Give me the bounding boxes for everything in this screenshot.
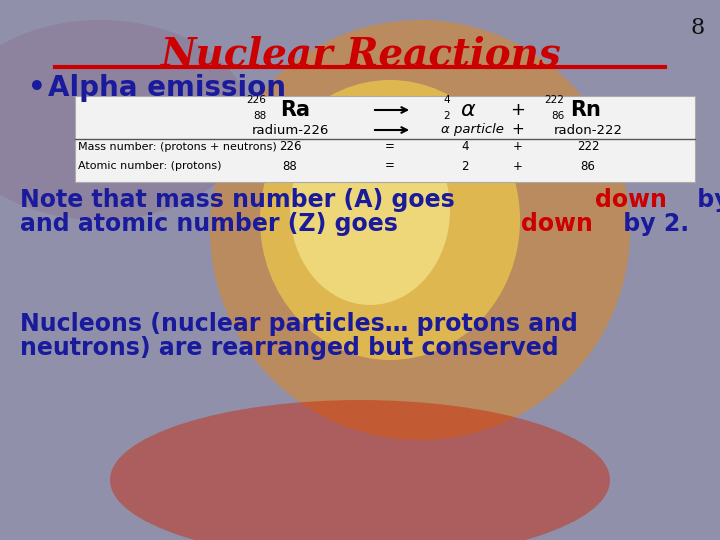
Text: 222: 222 xyxy=(577,140,599,153)
Text: Ra: Ra xyxy=(280,100,310,120)
Text: 226: 226 xyxy=(246,95,266,105)
Text: down: down xyxy=(595,188,667,212)
Text: down: down xyxy=(521,212,593,236)
Ellipse shape xyxy=(210,20,630,440)
Text: 222: 222 xyxy=(544,95,564,105)
Text: by 4: by 4 xyxy=(688,188,720,212)
Text: 226: 226 xyxy=(279,140,301,153)
Text: Atomic number: (protons): Atomic number: (protons) xyxy=(78,161,222,171)
Bar xyxy=(75,96,695,182)
Text: =: = xyxy=(385,159,395,172)
Text: Nucleons (nuclear particles… protons and: Nucleons (nuclear particles… protons and xyxy=(20,312,578,336)
Ellipse shape xyxy=(290,115,450,305)
Text: 86: 86 xyxy=(580,159,595,172)
Text: 88: 88 xyxy=(253,111,266,121)
Text: radon-222: radon-222 xyxy=(554,124,623,137)
Ellipse shape xyxy=(260,80,520,360)
Text: Rn: Rn xyxy=(570,100,601,120)
Text: by 2.: by 2. xyxy=(615,212,689,236)
Text: α: α xyxy=(460,100,474,120)
Text: neutrons) are rearranged but conserved: neutrons) are rearranged but conserved xyxy=(20,336,559,360)
Text: +: + xyxy=(510,101,526,119)
Text: 8: 8 xyxy=(690,17,705,39)
Text: •: • xyxy=(28,74,46,102)
Text: 4: 4 xyxy=(444,95,450,105)
Text: +: + xyxy=(512,123,524,138)
Ellipse shape xyxy=(0,20,250,220)
Text: +: + xyxy=(513,159,523,172)
Text: Alpha emission: Alpha emission xyxy=(48,74,286,102)
Text: and atomic number (Z) goes: and atomic number (Z) goes xyxy=(20,212,406,236)
Text: Nuclear Reactions: Nuclear Reactions xyxy=(160,35,560,73)
Ellipse shape xyxy=(110,400,610,540)
Text: 2: 2 xyxy=(444,111,450,121)
Text: α particle: α particle xyxy=(441,124,503,137)
Text: 2: 2 xyxy=(462,159,469,172)
Text: =: = xyxy=(385,140,395,153)
Text: radium-226: radium-226 xyxy=(251,124,329,137)
Text: 4: 4 xyxy=(462,140,469,153)
Text: Note that mass number (A) goes: Note that mass number (A) goes xyxy=(20,188,463,212)
Text: 88: 88 xyxy=(283,159,297,172)
Text: 86: 86 xyxy=(551,111,564,121)
Text: Mass number: (protons + neutrons): Mass number: (protons + neutrons) xyxy=(78,142,276,152)
Text: +: + xyxy=(513,140,523,153)
